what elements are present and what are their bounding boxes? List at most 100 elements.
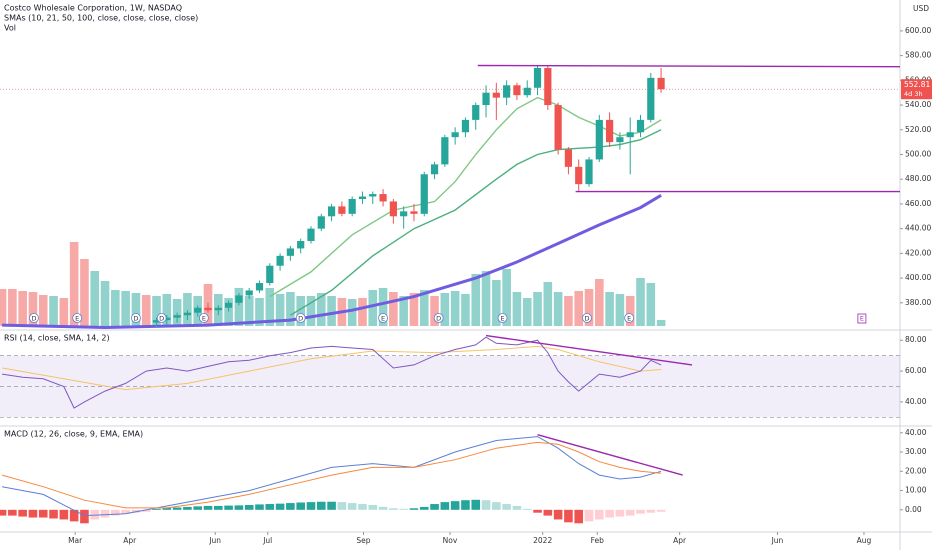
macd-histogram-bar	[378, 506, 388, 510]
candle-body	[266, 265, 274, 284]
macd-line	[2, 436, 662, 517]
volume-bar	[389, 292, 398, 326]
candle-body	[255, 283, 264, 291]
candle-body	[420, 174, 428, 214]
volume-bar	[90, 271, 100, 326]
x-tick-label: Aug	[857, 536, 872, 545]
volume-bar	[69, 242, 79, 326]
macd-histogram-bar	[553, 509, 563, 520]
event-marker	[497, 313, 508, 323]
macd-histogram-bar	[430, 504, 439, 510]
macd-histogram-bar	[584, 509, 594, 522]
macd-histogram-bar	[533, 509, 542, 513]
macd-histogram-bar	[131, 509, 141, 513]
rsi-tick-label: 80.00	[905, 335, 927, 344]
rsi-label: RSI (14, close, SMA, 14, 2)	[4, 334, 110, 343]
macd-histogram-bar	[656, 509, 666, 512]
y-tick-label: 440.00	[905, 224, 931, 233]
volume-bar	[18, 291, 27, 326]
volume-bar	[224, 298, 233, 326]
rsi-line	[2, 336, 662, 409]
y-tick-label: 380.00	[905, 298, 931, 307]
macd-histogram-bar	[512, 505, 522, 510]
volume-bar	[564, 296, 573, 326]
candle-body	[636, 119, 645, 133]
candle-body	[400, 211, 408, 217]
macd-histogram-bar	[80, 509, 89, 524]
candle-body	[348, 198, 356, 214]
macd-histogram-bar	[419, 506, 429, 510]
candle-body	[461, 119, 470, 133]
macd-histogram-bar	[492, 502, 501, 510]
event-marker	[378, 313, 388, 323]
y-tick-label: 460.00	[905, 199, 931, 208]
macd-histogram-bar	[646, 509, 656, 513]
volume-bar	[502, 269, 511, 326]
candle-body	[441, 137, 449, 165]
event-marker	[131, 313, 141, 323]
volume-bar	[59, 298, 69, 326]
macd-tick-label: 0.00	[905, 505, 922, 514]
event-label: D	[436, 315, 441, 323]
volume-bar	[625, 296, 635, 326]
macd-histogram-bar	[49, 509, 58, 519]
volume-bar	[172, 299, 182, 326]
volume-bar	[656, 320, 666, 326]
volume-bar	[38, 295, 48, 326]
volume-bar	[80, 259, 89, 326]
volume-bar	[430, 296, 439, 326]
event-marker	[72, 313, 83, 323]
volume-bar	[605, 292, 614, 326]
event-marker	[582, 313, 592, 323]
candle-body	[214, 307, 222, 311]
event-label: E	[202, 315, 206, 323]
event-label: D	[159, 315, 164, 323]
candle-body	[513, 85, 521, 96]
candle-body	[595, 119, 603, 160]
indicator-label: SMAs (10, 21, 50, 100, close, close, clo…	[4, 14, 198, 23]
volume-bar	[450, 291, 460, 326]
x-tick-label: Mar	[68, 536, 83, 545]
volume-bar	[481, 271, 491, 326]
macd-tick-label: 10.00	[905, 486, 927, 495]
candle-body	[389, 201, 397, 217]
macd-histogram-bar	[440, 502, 450, 510]
volume-bar	[574, 291, 584, 326]
candle-body	[307, 228, 315, 242]
volume-bar	[461, 294, 470, 326]
countdown-label: 4d 3h	[904, 90, 923, 98]
macd-pane	[0, 434, 683, 524]
candle-body	[606, 119, 614, 143]
event-label: E	[860, 315, 864, 323]
macd-histogram-bar	[595, 509, 604, 520]
volume-bar	[615, 294, 625, 326]
volume-label: Vol	[4, 24, 16, 33]
candle-body	[379, 194, 387, 202]
candle-body	[616, 137, 624, 143]
macd-histogram-bar	[347, 503, 357, 510]
volume-bar	[409, 293, 419, 326]
y-tick-label: 420.00	[905, 248, 931, 257]
candle-body	[523, 87, 531, 96]
macd-histogram-bar	[368, 505, 378, 510]
macd-histogram-bar	[522, 508, 532, 510]
volume-bar	[265, 288, 275, 326]
macd-histogram-bar	[244, 505, 254, 510]
candle-body	[152, 320, 161, 323]
candle-body	[338, 206, 346, 214]
volume-bar	[131, 293, 141, 326]
candle-body	[554, 105, 562, 150]
candle-body	[204, 307, 212, 311]
candle-body	[245, 290, 253, 296]
x-tick-label: Nov	[443, 536, 458, 545]
volume-bar	[244, 296, 254, 326]
candle-body	[575, 166, 583, 185]
x-tick-label: Apr	[673, 536, 687, 545]
macd-histogram-bar	[214, 505, 223, 510]
macd-tick-label: 20.00	[905, 466, 927, 475]
volume-bar	[141, 295, 151, 326]
macd-histogram-bar	[0, 509, 7, 516]
macd-histogram-bar	[203, 505, 213, 510]
